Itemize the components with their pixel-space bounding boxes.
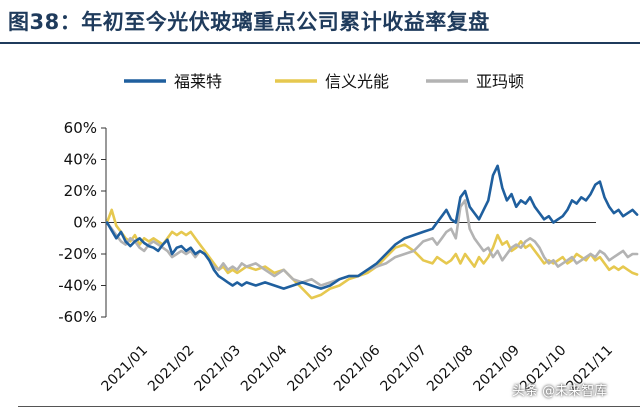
x-tick-label: 2021/08 — [424, 342, 476, 394]
y-tick-label: -20% — [58, 245, 97, 263]
x-tick-label: 2021/03 — [192, 342, 244, 394]
y-tick-label: 60% — [64, 119, 97, 137]
title-underline — [0, 42, 640, 44]
legend-label: 信义光能 — [325, 72, 389, 91]
x-tick-label: 2021/06 — [331, 342, 384, 395]
y-tick-label: 40% — [64, 151, 97, 169]
x-tick-label: 2021/04 — [238, 342, 291, 395]
bottom-rule — [18, 406, 640, 407]
series-line — [105, 208, 639, 300]
y-tick-label: 0% — [73, 214, 97, 232]
chart-legend: 福莱特 信义光能 亚玛顿 — [124, 72, 524, 91]
chart-axes: -60%-40%-20%0%20%40%60%2021/012021/02202… — [58, 119, 616, 395]
legend-label: 福莱特 — [174, 72, 222, 91]
title-bar: 图38：年初至今光伏玻璃重点公司累计收益率复盘 — [0, 0, 640, 44]
y-tick-label: 20% — [64, 182, 97, 200]
series-line — [105, 199, 639, 287]
legend-label: 亚玛顿 — [476, 72, 524, 91]
series-line — [105, 164, 639, 290]
y-tick-label: -60% — [58, 308, 97, 326]
x-tick-label: 2021/05 — [285, 342, 337, 394]
x-tick-label: 2021/01 — [99, 342, 151, 394]
y-tick-label: -40% — [58, 277, 97, 295]
x-tick-label: 2021/02 — [145, 342, 197, 394]
watermark: 头条 @未来智库 — [512, 384, 608, 399]
chart-title: 图38：年初至今光伏玻璃重点公司累计收益率复盘 — [8, 10, 490, 34]
chart-series — [105, 164, 639, 300]
x-tick-label: 2021/07 — [378, 342, 430, 394]
